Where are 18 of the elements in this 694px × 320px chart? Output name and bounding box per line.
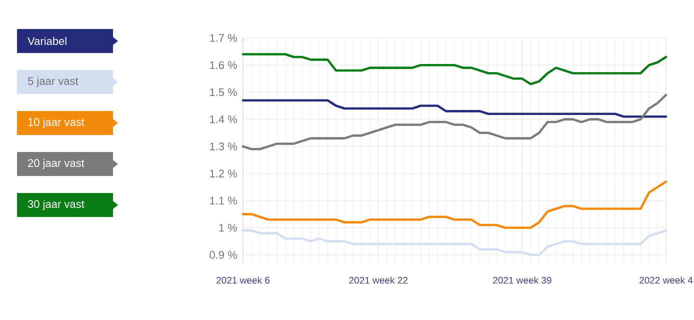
text: 20 jaar vast (28, 158, 84, 170)
text: 10 jaar vast (28, 118, 84, 128)
text: Variabel (28, 36, 66, 46)
y-tick-label: 1.1 % (210, 196, 237, 204)
x-tick-label: 2021 week 6 (216, 276, 270, 284)
y-tick-label: 1 % (219, 224, 237, 232)
y-tick-label: 1.3 % (210, 142, 237, 150)
x-tick-label: 2021 week 22 (349, 276, 408, 284)
y-tick-label: 1.5 % (210, 88, 237, 96)
text: 5 jaar vast (28, 76, 78, 88)
text: 30 jaar vast (28, 200, 84, 210)
x-tick-label: 2021 week 39 (493, 276, 552, 284)
y-tick-label: 1.4 % (210, 115, 237, 124)
y-tick-label: 0.9 % (210, 250, 237, 259)
y-tick-label: 1.2 % (210, 170, 237, 178)
y-tick-label: 1.7 % (210, 34, 237, 42)
y-tick-label: 1.6 % (210, 61, 237, 70)
x-tick-label: 2022 week 4 (640, 276, 693, 284)
